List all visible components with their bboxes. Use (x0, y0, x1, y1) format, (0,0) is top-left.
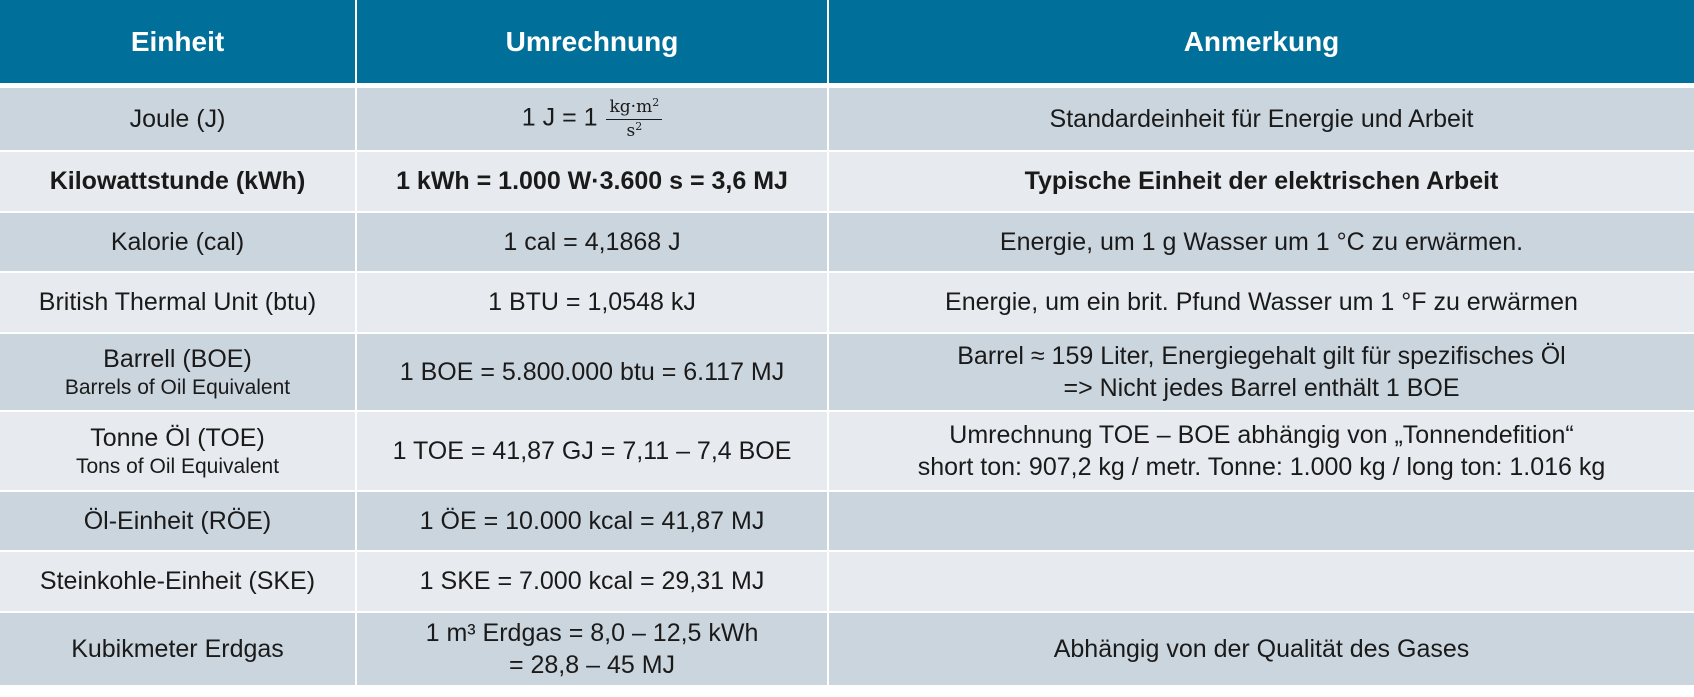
table-row: Barrell (BOE) Barrels of Oil Equivalent 1 … (0, 334, 1694, 412)
note-text: => Nicht jedes Barrel enthält 1 BOE (1063, 374, 1460, 402)
note-text: Typische Einheit der elektrischen Arbeit (1024, 167, 1499, 196)
note-cell: Barrel ≈ 159 Liter, Energiegehalt gilt f… (829, 334, 1694, 412)
table-row: Kubikmeter Erdgas 1 m³ Erdgas = 8,0 – 12,… (0, 613, 1694, 687)
note-cell (829, 492, 1694, 552)
unit-cell: Öl-Einheit (RÖE) (0, 492, 357, 552)
table-row: Steinkohle-Einheit (SKE) 1 SKE = 7.000 kc… (0, 552, 1694, 613)
unit-name: Kilowattstunde (kWh) (49, 167, 306, 196)
note-text: Barrel ≈ 159 Liter, Energiegehalt gilt f… (957, 341, 1566, 370)
unit-subtitle: Barrels of Oil Equivalent (64, 376, 291, 400)
table-row: Öl-Einheit (RÖE) 1 ÖE = 10.000 kcal = 41,… (0, 492, 1694, 552)
note-cell: Umrechnung TOE – BOE abhängig von „Tonne… (829, 412, 1694, 492)
note-cell (829, 552, 1694, 613)
unit-name: Tonne Öl (TOE) (90, 423, 265, 452)
conversion-cell: 1 TOE = 41,87 GJ = 7,11 – 7,4 BOE (357, 412, 829, 492)
note-text: short ton: 907,2 kg / metr. Tonne: 1.000… (917, 453, 1606, 481)
unit-name: Barrell (BOE) (103, 344, 252, 373)
conversion-cell: 1 BOE = 5.800.000 btu = 6.117 MJ (357, 334, 829, 412)
unit-cell: Tonne Öl (TOE) Tons of Oil Equivalent (0, 412, 357, 492)
conversion-text: = 28,8 – 45 MJ (508, 651, 676, 679)
unit-cell: Kalorie (cal) (0, 213, 357, 273)
unit-name: Steinkohle-Einheit (SKE) (39, 567, 316, 596)
table-row: Kilowattstunde (kWh) 1 kWh = 1.000 W·3.60… (0, 152, 1694, 213)
conversion-cell: 1 SKE = 7.000 kcal = 29,31 MJ (357, 552, 829, 613)
conversion-text: 1 J = 1 (521, 103, 598, 132)
conversion-cell: 1 m³ Erdgas = 8,0 – 12,5 kWh = 28,8 – 45 … (357, 613, 829, 687)
fraction-kg-m2-per-s2: kg·m2 s2 (606, 95, 663, 141)
unit-cell: British Thermal Unit (btu) (0, 273, 357, 334)
table-header-row: Einheit Umrechnung Anmerkung (0, 0, 1694, 88)
header-einheit: Einheit (0, 0, 357, 88)
table-row: Kalorie (cal) 1 cal = 4,1868 J Energie, um… (0, 213, 1694, 273)
table-row-joule: Joule (J) 1 J = 1 kg·m2 s2 Standardeinhe… (0, 88, 1694, 152)
unit-name: Öl-Einheit (RÖE) (83, 506, 272, 535)
conversion-text: 1 m³ Erdgas = 8,0 – 12,5 kWh (425, 618, 759, 647)
conversion-text: 1 BTU = 1,0548 kJ (488, 288, 696, 317)
conversion-cell: 1 kWh = 1.000 W·3.600 s = 3,6 MJ (357, 152, 829, 213)
fraction-numerator: kg·m (609, 96, 653, 117)
note-cell: Standardeinheit für Energie und Arbeit (829, 88, 1694, 152)
unit-cell: Kubikmeter Erdgas (0, 613, 357, 687)
unit-subtitle: Tons of Oil Equivalent (75, 455, 280, 479)
conversion-text: 1 cal = 4,1868 J (503, 227, 681, 256)
unit-name: Joule (J) (129, 104, 226, 133)
table-row: British Thermal Unit (btu) 1 BTU = 1,0548… (0, 273, 1694, 334)
fraction-denominator: s (626, 120, 636, 141)
conversion-text: 1 kWh = 1.000 W·3.600 s = 3,6 MJ (396, 167, 788, 196)
note-text: Energie, um ein brit. Pfund Wasser um 1 … (945, 288, 1578, 317)
unit-name: Kubikmeter Erdgas (71, 634, 284, 663)
header-anmerkung: Anmerkung (829, 0, 1694, 88)
conversion-text: 1 SKE = 7.000 kcal = 29,31 MJ (419, 567, 765, 596)
note-text: Energie, um 1 g Wasser um 1 °C zu erwärm… (999, 227, 1524, 256)
conversion-cell: 1 J = 1 kg·m2 s2 (357, 88, 829, 152)
unit-cell: Barrell (BOE) Barrels of Oil Equivalent (0, 334, 357, 412)
note-text: Umrechnung TOE – BOE abhängig von „Tonne… (949, 420, 1574, 449)
note-cell: Energie, um ein brit. Pfund Wasser um 1 … (829, 273, 1694, 334)
note-cell: Abhängig von der Qualität des Gases (829, 613, 1694, 687)
header-umrechnung: Umrechnung (357, 0, 829, 88)
numerator-exponent: 2 (652, 95, 660, 109)
unit-cell: Kilowattstunde (kWh) (0, 152, 357, 213)
unit-cell: Steinkohle-Einheit (SKE) (0, 552, 357, 613)
conversion-cell: 1 ÖE = 10.000 kcal = 41,87 MJ (357, 492, 829, 552)
note-cell: Typische Einheit der elektrischen Arbeit (829, 152, 1694, 213)
conversion-text: 1 BOE = 5.800.000 btu = 6.117 MJ (399, 357, 785, 386)
conversion-cell: 1 BTU = 1,0548 kJ (357, 273, 829, 334)
note-cell: Energie, um 1 g Wasser um 1 °C zu erwärm… (829, 213, 1694, 273)
table-row: Tonne Öl (TOE) Tons of Oil Equivalent 1 TO… (0, 412, 1694, 492)
unit-name: Kalorie (cal) (110, 227, 245, 256)
conversion-text: 1 ÖE = 10.000 kcal = 41,87 MJ (419, 506, 765, 535)
unit-cell: Joule (J) (0, 88, 357, 152)
conversion-cell: 1 cal = 4,1868 J (357, 213, 829, 273)
note-text: Abhängig von der Qualität des Gases (1053, 634, 1470, 663)
conversion-text: 1 TOE = 41,87 GJ = 7,11 – 7,4 BOE (392, 436, 792, 465)
unit-name: British Thermal Unit (btu) (38, 288, 317, 317)
denominator-exponent: 2 (635, 119, 643, 133)
note-text: Standardeinheit für Energie und Arbeit (1049, 104, 1474, 133)
